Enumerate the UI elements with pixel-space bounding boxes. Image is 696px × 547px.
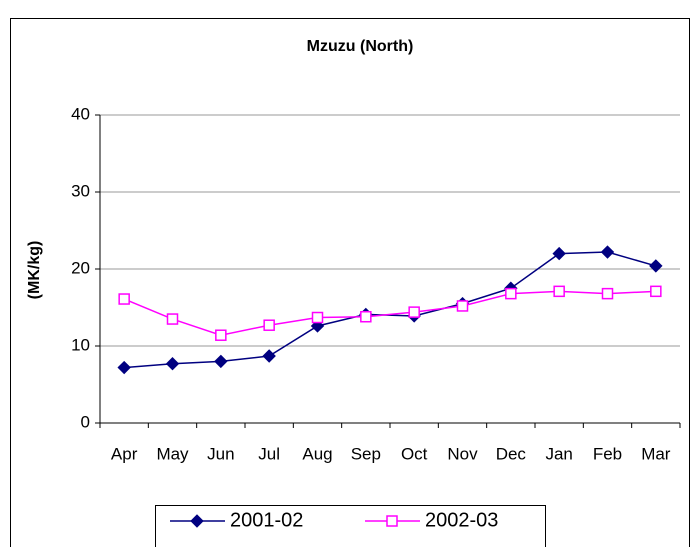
- data-point: [118, 293, 130, 305]
- y-tick-label: 30: [71, 181, 90, 200]
- y-tick-label: 20: [71, 258, 90, 277]
- legend-marker: [190, 514, 204, 528]
- series-line: [124, 251, 657, 369]
- legend-label: 2001-02: [230, 509, 303, 531]
- data-point: [601, 287, 614, 300]
- y-tick-label: 40: [71, 104, 90, 123]
- data-point: [505, 287, 517, 300]
- data-point: [165, 357, 180, 371]
- legend-marker: [386, 515, 398, 527]
- y-tick-label: 0: [81, 412, 90, 431]
- x-tick-label: Jan: [545, 444, 572, 463]
- data-point: [408, 306, 420, 318]
- data-point: [553, 285, 565, 298]
- x-tick-label: Jun: [207, 444, 234, 463]
- data-point: [262, 349, 276, 363]
- x-tick-label: Nov: [447, 444, 478, 463]
- data-point: [117, 360, 131, 375]
- chart-border: [10, 18, 690, 547]
- x-tick-label: Jul: [258, 444, 280, 463]
- x-tick-label: Mar: [641, 444, 671, 463]
- x-tick-label: May: [156, 444, 189, 463]
- x-tick-label: Dec: [496, 444, 527, 463]
- data-point: [650, 285, 662, 298]
- chart-title: Mzuzu (North): [307, 38, 414, 55]
- legend-label: 2002-03: [425, 509, 498, 531]
- data-point: [649, 259, 663, 273]
- x-tick-label: Apr: [111, 444, 138, 463]
- data-point: [166, 313, 179, 325]
- data-point: [214, 354, 228, 369]
- x-tick-label: Feb: [593, 444, 622, 463]
- data-point: [600, 245, 615, 259]
- x-tick-label: Oct: [401, 444, 428, 463]
- data-point: [215, 329, 227, 341]
- x-tick-label: Sep: [351, 444, 381, 463]
- data-point: [360, 310, 372, 323]
- x-tick-label: Aug: [302, 444, 332, 463]
- legend-box: [155, 505, 546, 547]
- data-point: [552, 246, 566, 261]
- data-point: [456, 300, 469, 312]
- data-point: [263, 319, 275, 331]
- data-point: [311, 311, 324, 324]
- y-tick-label: 10: [71, 335, 90, 354]
- y-axis-label: (MK/kg): [26, 241, 43, 300]
- series-line: [123, 290, 656, 336]
